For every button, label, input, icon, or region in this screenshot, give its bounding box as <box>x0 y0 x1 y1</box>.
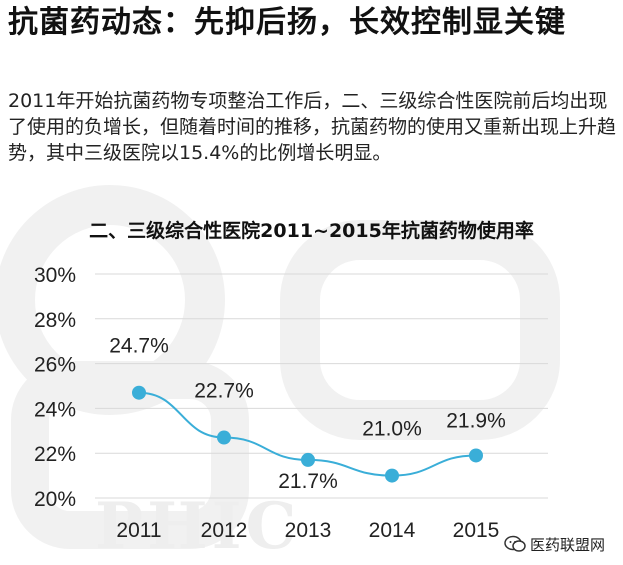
x-tick-label: 2013 <box>285 519 332 542</box>
x-tick-label: 2011 <box>116 519 161 542</box>
wechat-icon <box>504 535 526 552</box>
data-point <box>301 452 315 467</box>
y-tick-label: 30% <box>34 264 76 287</box>
data-point <box>132 385 146 400</box>
data-label: 24.7% <box>109 335 169 358</box>
data-label: 21.7% <box>278 470 338 493</box>
brand-badge: 医药联盟网 <box>499 533 609 555</box>
y-tick-label: 20% <box>34 488 76 511</box>
data-label: 21.9% <box>446 409 506 432</box>
y-tick-label: 24% <box>34 398 76 421</box>
intro-paragraph: 2011年开始抗菌药物专项整治工作后，二、三级综合性医院前后均出现了使用的负增长… <box>8 90 617 164</box>
x-axis-ticks: 2011 2012 2013 2014 2015 <box>116 519 499 542</box>
grid-lines <box>95 273 548 499</box>
x-tick-label: 2014 <box>369 519 416 542</box>
data-label: 22.7% <box>194 380 254 403</box>
y-axis-ticks: 20% 22% 24% 26% 28% 30% <box>34 264 76 511</box>
data-point <box>469 448 483 463</box>
y-tick-label: 28% <box>34 309 76 332</box>
data-labels: 24.7% 22.7% 21.7% 21.0% 21.9% <box>109 335 506 493</box>
x-tick-label: 2012 <box>201 519 248 542</box>
x-tick-label: 2015 <box>453 519 500 542</box>
chart-title: 二、三级综合性医院2011~2015年抗菌药物使用率 <box>89 220 534 242</box>
data-point <box>217 430 231 445</box>
data-point <box>385 468 399 483</box>
data-label: 21.0% <box>362 418 422 441</box>
y-tick-label: 22% <box>34 443 76 466</box>
y-tick-label: 26% <box>34 354 76 377</box>
data-markers <box>132 385 483 483</box>
brand-text: 医药联盟网 <box>529 535 605 554</box>
headline: 抗菌药动态：先抑后扬，长效控制显关键 <box>8 5 566 40</box>
